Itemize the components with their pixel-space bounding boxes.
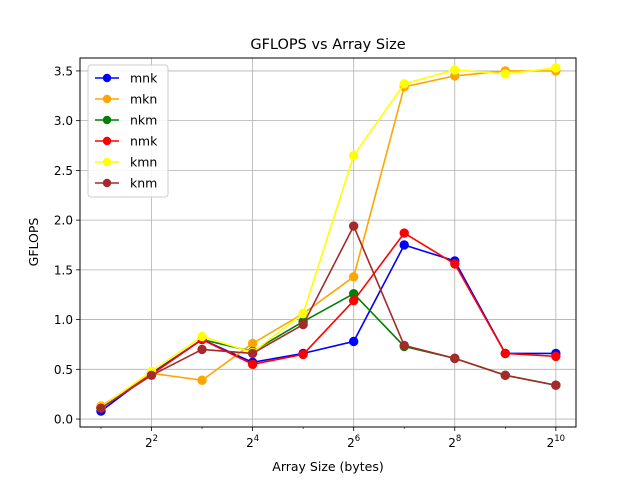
data-point-knm (500, 370, 511, 380)
legend: mnk mkn nkm nmk kmn knm (87, 64, 169, 198)
legend-swatch-marker (102, 157, 112, 167)
data-point-nmk (399, 228, 409, 238)
data-point-mkn (247, 338, 258, 349)
data-point-knm (298, 319, 308, 330)
legend-label-mkn: mkn (130, 92, 157, 107)
data-point-mkn (348, 272, 359, 282)
data-point-nmk (348, 295, 359, 306)
y-axis: 0.0 0.5 1.0 1.5 2.0 2.5 3.0 3.5 (54, 64, 80, 427)
x-axis-label: Array Size (bytes) (272, 459, 383, 474)
legend-label-knm: knm (130, 176, 157, 191)
x-tick-label: 26 (347, 434, 360, 450)
data-point-nmk (298, 349, 308, 360)
x-tick-label: 28 (448, 434, 461, 450)
series-line-knm (100, 225, 557, 409)
data-point-nmk (247, 359, 258, 370)
y-tick-label: 0.5 (54, 363, 73, 377)
legend-swatch-marker (102, 73, 112, 83)
series-nmk (96, 228, 561, 413)
legend-swatch-marker (102, 178, 112, 188)
data-point-knm (399, 340, 409, 351)
data-point-nmk (551, 351, 561, 362)
data-point-nmk (500, 348, 511, 359)
data-point-knm (197, 344, 207, 355)
data-point-knm (96, 403, 106, 413)
legend-label-nkm: nkm (130, 113, 157, 128)
series-knm (96, 221, 561, 413)
y-tick-label: 3.5 (54, 64, 73, 78)
data-point-kmn (348, 150, 359, 161)
grid (80, 58, 576, 427)
data-point-knm (450, 353, 460, 364)
data-point-kmn (298, 308, 308, 319)
x-tick-label: 22 (145, 434, 158, 450)
data-point-knm (146, 370, 157, 380)
x-tick-label: 210 (547, 434, 565, 450)
data-point-kmn (551, 63, 561, 73)
y-tick-label: 1.5 (54, 263, 73, 277)
y-tick-label: 3.0 (54, 114, 73, 128)
x-axis: 22 24 26 28 210 (100, 427, 565, 450)
data-point-kmn (399, 79, 409, 89)
data-point-knm (551, 380, 561, 390)
data-point-kmn (197, 331, 207, 342)
series-line-nmk (100, 232, 556, 409)
legend-label-nmk: nmk (130, 134, 158, 149)
chart-title: GFLOPS vs Array Size (250, 37, 405, 53)
data-point-mnk (399, 240, 409, 250)
legend-swatch-marker (102, 115, 112, 125)
series-line-mkn (100, 70, 556, 407)
y-tick-label: 1.0 (54, 313, 73, 327)
legend-swatch-marker (102, 94, 112, 104)
legend-label-mnk: mnk (130, 71, 158, 86)
data-point-knm (348, 221, 359, 231)
y-axis-label: GFLOPS (26, 218, 41, 267)
series-line-kmn (100, 67, 556, 408)
legend-swatch-marker (102, 136, 112, 146)
legend-label-kmn: kmn (130, 155, 157, 170)
x-tick-label: 24 (246, 434, 259, 450)
data-point-knm (247, 348, 258, 359)
series-layer (96, 63, 561, 416)
data-point-kmn (450, 65, 460, 75)
y-tick-label: 0.0 (54, 413, 73, 427)
data-point-mnk (348, 336, 359, 347)
y-tick-label: 2.5 (54, 164, 73, 178)
data-point-kmn (500, 69, 511, 79)
y-tick-label: 2.0 (54, 214, 73, 228)
plot-frame (79, 57, 577, 428)
data-point-nmk (450, 259, 460, 269)
data-point-mkn (197, 375, 207, 385)
